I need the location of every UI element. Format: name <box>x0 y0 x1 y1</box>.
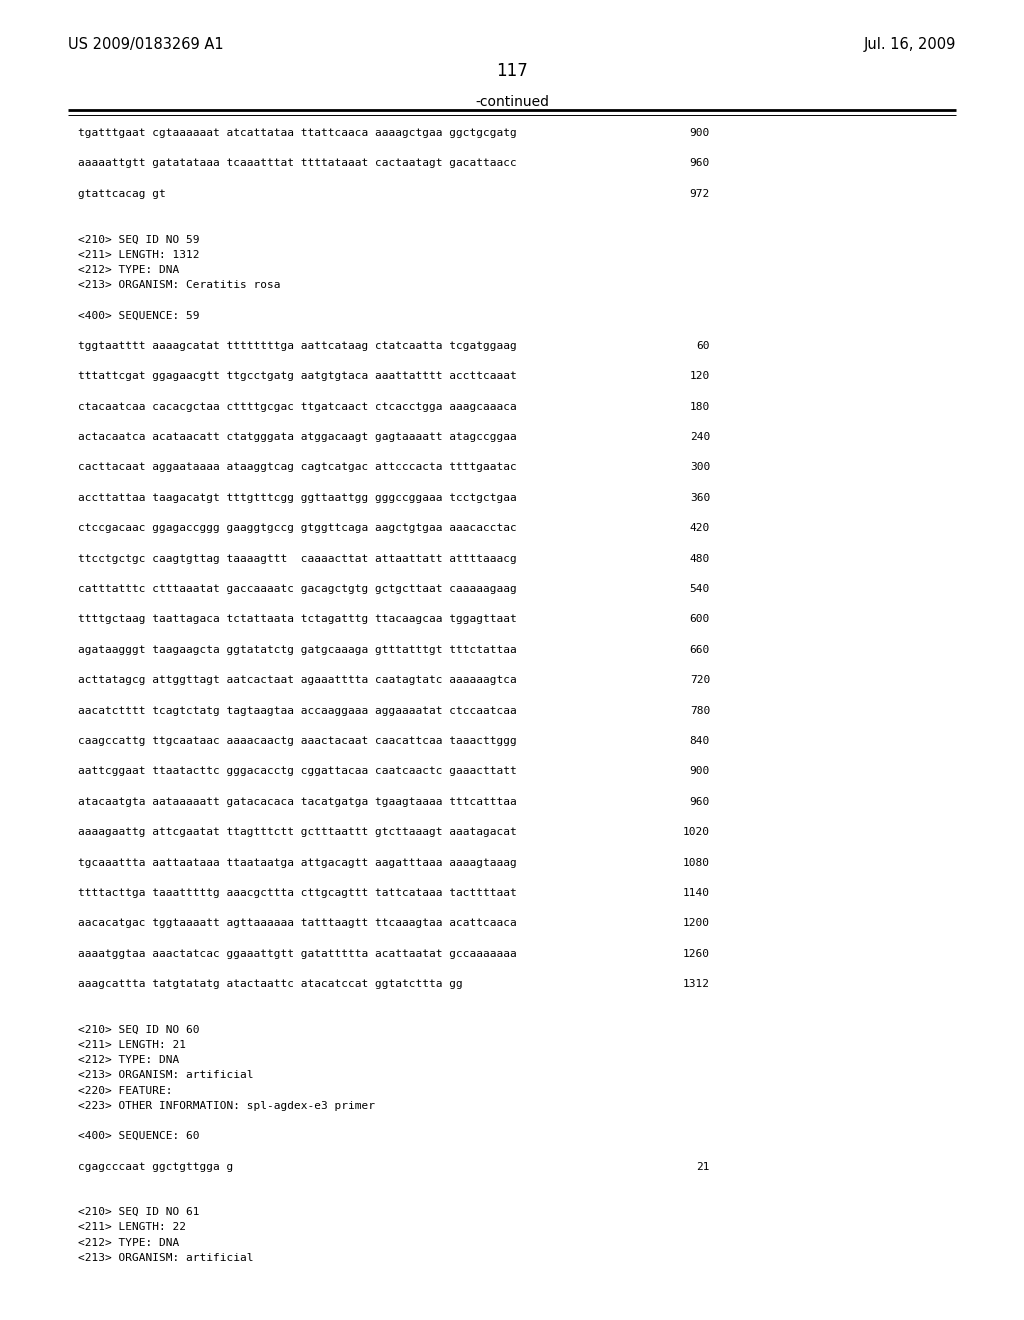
Text: 1080: 1080 <box>683 858 710 867</box>
Text: 1312: 1312 <box>683 979 710 989</box>
Text: tgcaaattta aattaataaa ttaataatga attgacagtt aagatttaaa aaaagtaaag: tgcaaattta aattaataaa ttaataatga attgaca… <box>78 858 517 867</box>
Text: 720: 720 <box>690 676 710 685</box>
Text: 1020: 1020 <box>683 828 710 837</box>
Text: <210> SEQ ID NO 59: <210> SEQ ID NO 59 <box>78 235 200 244</box>
Text: 117: 117 <box>496 62 528 81</box>
Text: <213> ORGANISM: artificial: <213> ORGANISM: artificial <box>78 1071 254 1080</box>
Text: caagccattg ttgcaataac aaaacaactg aaactacaat caacattcaa taaacttggg: caagccattg ttgcaataac aaaacaactg aaactac… <box>78 737 517 746</box>
Text: aaaaattgtt gatatataaa tcaaatttat ttttataaat cactaatagt gacattaacc: aaaaattgtt gatatataaa tcaaatttat ttttata… <box>78 158 517 169</box>
Text: 1200: 1200 <box>683 919 710 928</box>
Text: gtattcacag gt: gtattcacag gt <box>78 189 166 199</box>
Text: 540: 540 <box>690 583 710 594</box>
Text: 240: 240 <box>690 432 710 442</box>
Text: ttttgctaag taattagaca tctattaata tctagatttg ttacaagcaa tggagttaat: ttttgctaag taattagaca tctattaata tctagat… <box>78 614 517 624</box>
Text: <400> SEQUENCE: 59: <400> SEQUENCE: 59 <box>78 310 200 321</box>
Text: tttattcgat ggagaacgtt ttgcctgatg aatgtgtaca aaattatttt accttcaaat: tttattcgat ggagaacgtt ttgcctgatg aatgtgt… <box>78 371 517 381</box>
Text: aacatctttt tcagtctatg tagtaagtaa accaaggaaa aggaaaatat ctccaatcaa: aacatctttt tcagtctatg tagtaagtaa accaagg… <box>78 706 517 715</box>
Text: 972: 972 <box>690 189 710 199</box>
Text: Jul. 16, 2009: Jul. 16, 2009 <box>863 37 956 51</box>
Text: 480: 480 <box>690 553 710 564</box>
Text: US 2009/0183269 A1: US 2009/0183269 A1 <box>68 37 223 51</box>
Text: tgatttgaat cgtaaaaaat atcattataa ttattcaaca aaaagctgaa ggctgcgatg: tgatttgaat cgtaaaaaat atcattataa ttattca… <box>78 128 517 139</box>
Text: ttcctgctgc caagtgttag taaaagttt  caaaacttat attaattatt attttaaacg: ttcctgctgc caagtgttag taaaagttt caaaactt… <box>78 553 517 564</box>
Text: aaaagaattg attcgaatat ttagtttctt gctttaattt gtcttaaagt aaatagacat: aaaagaattg attcgaatat ttagtttctt gctttaa… <box>78 828 517 837</box>
Text: acttatagcg attggttagt aatcactaat agaaatttta caatagtatc aaaaaagtca: acttatagcg attggttagt aatcactaat agaaatt… <box>78 676 517 685</box>
Text: ttttacttga taaatttttg aaacgcttta cttgcagttt tattcataaa tacttttaat: ttttacttga taaatttttg aaacgcttta cttgcag… <box>78 888 517 898</box>
Text: 1140: 1140 <box>683 888 710 898</box>
Text: agataagggt taagaagcta ggtatatctg gatgcaaaga gtttatttgt tttctattaa: agataagggt taagaagcta ggtatatctg gatgcaa… <box>78 644 517 655</box>
Text: 120: 120 <box>690 371 710 381</box>
Text: 300: 300 <box>690 462 710 473</box>
Text: aattcggaat ttaatacttc gggacacctg cggattacaa caatcaactc gaaacttatt: aattcggaat ttaatacttc gggacacctg cggatta… <box>78 767 517 776</box>
Text: <212> TYPE: DNA: <212> TYPE: DNA <box>78 1055 179 1065</box>
Text: 600: 600 <box>690 614 710 624</box>
Text: ctacaatcaa cacacgctaa cttttgcgac ttgatcaact ctcacctgga aaagcaaaca: ctacaatcaa cacacgctaa cttttgcgac ttgatca… <box>78 401 517 412</box>
Text: <400> SEQUENCE: 60: <400> SEQUENCE: 60 <box>78 1131 200 1142</box>
Text: 60: 60 <box>696 341 710 351</box>
Text: 21: 21 <box>696 1162 710 1172</box>
Text: 780: 780 <box>690 706 710 715</box>
Text: 420: 420 <box>690 523 710 533</box>
Text: <212> TYPE: DNA: <212> TYPE: DNA <box>78 1238 179 1247</box>
Text: 900: 900 <box>690 767 710 776</box>
Text: <213> ORGANISM: artificial: <213> ORGANISM: artificial <box>78 1253 254 1263</box>
Text: -continued: -continued <box>475 95 549 110</box>
Text: <211> LENGTH: 22: <211> LENGTH: 22 <box>78 1222 186 1233</box>
Text: ctccgacaac ggagaccggg gaaggtgccg gtggttcaga aagctgtgaa aaacacctac: ctccgacaac ggagaccggg gaaggtgccg gtggttc… <box>78 523 517 533</box>
Text: 840: 840 <box>690 737 710 746</box>
Text: 180: 180 <box>690 401 710 412</box>
Text: <223> OTHER INFORMATION: spl-agdex-e3 primer: <223> OTHER INFORMATION: spl-agdex-e3 pr… <box>78 1101 375 1111</box>
Text: 960: 960 <box>690 158 710 169</box>
Text: aaaatggtaa aaactatcac ggaaattgtt gatattttta acattaatat gccaaaaaaa: aaaatggtaa aaactatcac ggaaattgtt gatattt… <box>78 949 517 958</box>
Text: 660: 660 <box>690 644 710 655</box>
Text: 960: 960 <box>690 797 710 807</box>
Text: aacacatgac tggtaaaatt agttaaaaaa tatttaagtt ttcaaagtaa acattcaaca: aacacatgac tggtaaaatt agttaaaaaa tatttaa… <box>78 919 517 928</box>
Text: <213> ORGANISM: Ceratitis rosa: <213> ORGANISM: Ceratitis rosa <box>78 280 281 290</box>
Text: cacttacaat aggaataaaa ataaggtcag cagtcatgac attcccacta ttttgaatac: cacttacaat aggaataaaa ataaggtcag cagtcat… <box>78 462 517 473</box>
Text: <211> LENGTH: 21: <211> LENGTH: 21 <box>78 1040 186 1049</box>
Text: aaagcattta tatgtatatg atactaattc atacatccat ggtatcttta gg: aaagcattta tatgtatatg atactaattc atacatc… <box>78 979 463 989</box>
Text: cgagcccaat ggctgttgga g: cgagcccaat ggctgttgga g <box>78 1162 233 1172</box>
Text: tggtaatttt aaaagcatat ttttttttga aattcataag ctatcaatta tcgatggaag: tggtaatttt aaaagcatat ttttttttga aattcat… <box>78 341 517 351</box>
Text: 360: 360 <box>690 492 710 503</box>
Text: <210> SEQ ID NO 61: <210> SEQ ID NO 61 <box>78 1208 200 1217</box>
Text: actacaatca acataacatt ctatgggata atggacaagt gagtaaaatt atagccggaa: actacaatca acataacatt ctatgggata atggaca… <box>78 432 517 442</box>
Text: <212> TYPE: DNA: <212> TYPE: DNA <box>78 265 179 275</box>
Text: <210> SEQ ID NO 60: <210> SEQ ID NO 60 <box>78 1024 200 1035</box>
Text: catttatttc ctttaaatat gaccaaaatc gacagctgtg gctgcttaat caaaaagaag: catttatttc ctttaaatat gaccaaaatc gacagct… <box>78 583 517 594</box>
Text: 1260: 1260 <box>683 949 710 958</box>
Text: accttattaa taagacatgt tttgtttcgg ggttaattgg gggccggaaa tcctgctgaa: accttattaa taagacatgt tttgtttcgg ggttaat… <box>78 492 517 503</box>
Text: atacaatgta aataaaaatt gatacacaca tacatgatga tgaagtaaaa tttcatttaa: atacaatgta aataaaaatt gatacacaca tacatga… <box>78 797 517 807</box>
Text: 900: 900 <box>690 128 710 139</box>
Text: <211> LENGTH: 1312: <211> LENGTH: 1312 <box>78 249 200 260</box>
Text: <220> FEATURE:: <220> FEATURE: <box>78 1085 172 1096</box>
